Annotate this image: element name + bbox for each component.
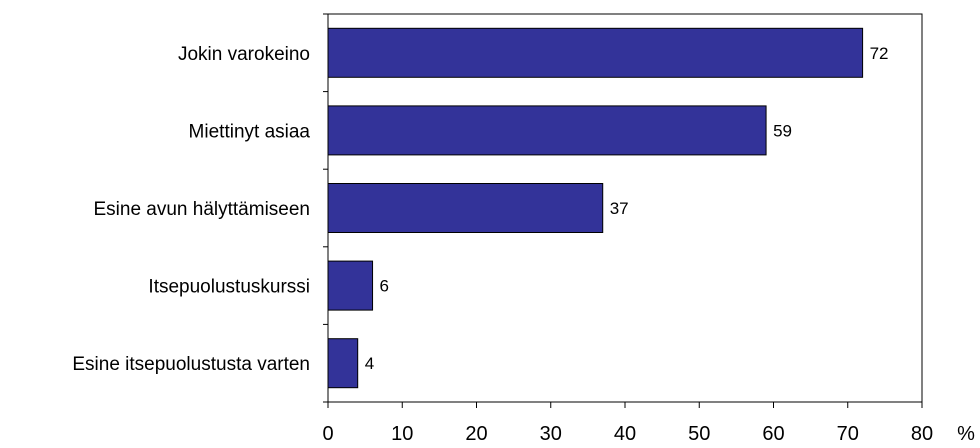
bar-value-label: 6 <box>380 277 389 296</box>
bar <box>327 183 604 233</box>
x-tick-label: 0 <box>322 423 333 443</box>
bar-value-label: 59 <box>773 121 792 140</box>
x-tick-label: 10 <box>391 423 413 443</box>
bar-value-label: 4 <box>365 354 374 373</box>
bar <box>327 27 864 78</box>
x-tick-label: 80 <box>911 423 933 443</box>
x-tick-label: 20 <box>465 423 487 443</box>
bar <box>327 105 767 156</box>
bar <box>327 338 359 389</box>
x-tick-label: 60 <box>762 423 784 443</box>
category-label: Itsepuolustuskurssi <box>148 277 310 298</box>
category-label: Esine itsepuolustusta varten <box>72 354 310 375</box>
bar <box>327 260 374 311</box>
x-axis-unit-label: % <box>957 423 975 443</box>
category-label: Esine avun hälyttämiseen <box>93 199 310 220</box>
x-tick-label: 40 <box>614 423 636 443</box>
x-tick-label: 30 <box>540 423 562 443</box>
x-tick-label: 50 <box>688 423 710 443</box>
category-label: Miettinyt asiaa <box>189 121 311 142</box>
category-label: Jokin varokeino <box>178 44 310 65</box>
bar-value-label: 72 <box>870 44 889 63</box>
x-tick-label: 70 <box>837 423 859 443</box>
bar-value-label: 37 <box>610 199 629 218</box>
